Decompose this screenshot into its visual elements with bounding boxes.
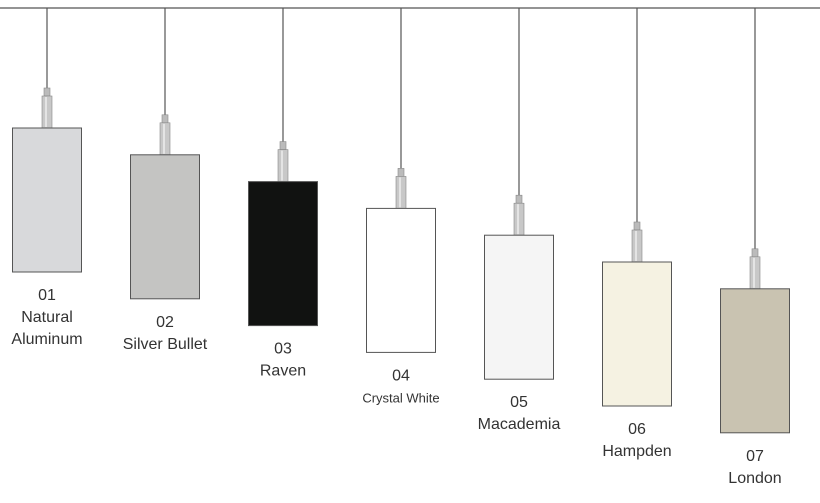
connector-body (159, 122, 171, 156)
item-name: London (728, 470, 781, 487)
item-number: 07 (746, 448, 764, 465)
shade (12, 127, 82, 273)
connector-body (749, 256, 761, 290)
item-name: Aluminum (11, 331, 82, 348)
item-name: Crystal White (362, 390, 439, 405)
item-name: Raven (260, 363, 306, 380)
connector (279, 141, 287, 150)
item-number: 02 (156, 314, 174, 331)
connector (397, 168, 405, 177)
item-name: Silver Bullet (123, 336, 208, 353)
shade (130, 154, 200, 300)
item-number: 04 (392, 367, 410, 384)
connector-body (41, 95, 53, 129)
connector (751, 248, 759, 258)
connector (43, 87, 51, 97)
connector-body (513, 202, 525, 236)
item-number: 05 (510, 394, 528, 411)
connector (515, 194, 523, 204)
connector-body (395, 176, 407, 209)
shade (366, 207, 436, 353)
item-number: 01 (38, 287, 56, 304)
connector-body (631, 229, 643, 263)
item-number: 06 (628, 421, 646, 438)
item-name: Macademia (478, 416, 561, 433)
shade (484, 234, 554, 380)
item-name: Natural (21, 309, 73, 326)
connector (633, 221, 641, 231)
connector (161, 114, 169, 124)
shade (248, 181, 318, 327)
item-number: 03 (274, 341, 292, 358)
shade (720, 288, 790, 434)
item-name: Hampden (602, 443, 671, 460)
connector-body (277, 149, 289, 182)
shade (602, 261, 672, 407)
